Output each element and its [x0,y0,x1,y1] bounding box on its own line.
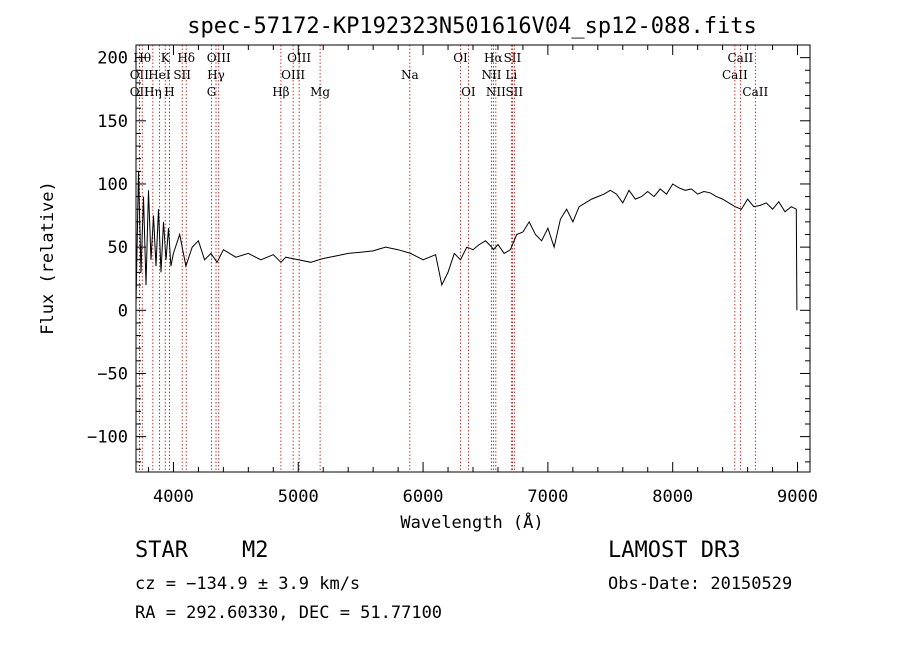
marker-label: OI [461,85,476,99]
marker-label: SII [504,51,522,65]
marker-label: Hη [144,85,162,99]
marker-label: NII [486,85,506,99]
y-axis-label: Flux (relative) [38,181,58,335]
redshift-value: cz = −134.9 ± 3.9 km/s [135,574,361,594]
marker-label: G [207,85,217,99]
y-tick-label: 150 [97,112,128,132]
marker-label: H [164,85,174,99]
y-tick-label: −100 [87,428,128,448]
marker-label: OI [453,51,468,65]
marker-label: Hδ [177,51,195,65]
marker-label: OII [130,68,150,82]
x-tick-label: 9000 [777,487,818,507]
object-subclass: M2 [242,538,269,563]
y-tick-label: 200 [97,49,128,69]
marker-label: OIII [207,51,231,65]
marker-label: Li [505,68,517,82]
coordinates: RA = 292.60330, DEC = 51.77100 [135,603,443,623]
marker-label: OIII [287,51,311,65]
y-tick-label: 50 [108,238,128,258]
x-tick-label: 4000 [153,487,194,507]
survey-name: LAMOST DR3 [608,538,741,563]
marker-label: SII [173,68,191,82]
marker-label: Hγ [207,68,225,82]
y-tick-label: 100 [97,175,128,195]
y-tick-label: −50 [97,364,128,384]
spectral-line-markers: OIIOIIHθHηHeIKHSIIHδGHγOIIIHβOIIIOIIIMgN… [130,45,768,472]
marker-label: Hα [484,51,503,65]
x-tick-label: 6000 [403,487,444,507]
y-axis-ticks: −100 −50 0 50 100 150 200 [87,49,810,463]
marker-label: OIII [281,68,305,82]
marker-label: HeI [148,68,171,82]
marker-label: CaII [727,51,753,65]
marker-label: Mg [310,85,330,99]
x-tick-label: 5000 [278,487,319,507]
x-tick-label: 7000 [527,487,568,507]
marker-label: Hβ [272,85,289,99]
spectrum-line [135,171,798,311]
x-axis-ticks: 4000 5000 6000 7000 8000 9000 [147,45,818,507]
plot-frame [135,44,811,473]
x-axis-label: Wavelength (Å) [400,511,543,533]
chart-title: spec-57172-KP192323N501616V04_sp12-088.f… [187,14,757,39]
marker-label: K [161,51,171,65]
marker-label: NII [481,68,501,82]
marker-label: CaII [742,85,768,99]
observation-date: Obs-Date: 20150529 [608,574,793,594]
marker-label: SII [505,85,523,99]
marker-label: CaII [722,68,748,82]
object-class: STAR [135,538,188,563]
x-tick-label: 8000 [652,487,693,507]
marker-label: Na [401,68,419,82]
y-tick-label: 0 [118,301,128,321]
